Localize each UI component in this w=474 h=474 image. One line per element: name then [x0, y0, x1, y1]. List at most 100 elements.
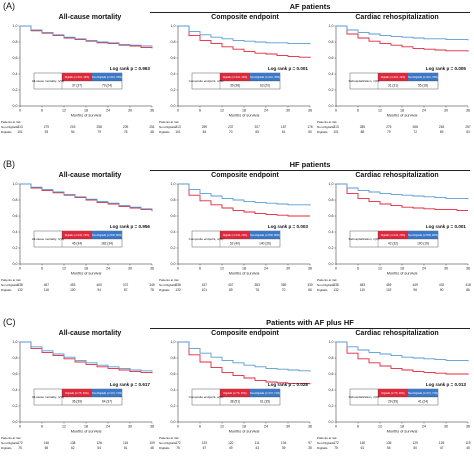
- km-chart: 0,0 0,2 0,4 0,6 0,8 1,0 0 6 12 18 24 30 36 Months of …: [0, 180, 158, 316]
- non-digitalis-value: 64 (37): [102, 400, 112, 404]
- risk-row-label: Non-Digitalis: [317, 283, 335, 287]
- x-tick-label: 18: [84, 425, 88, 429]
- x-tick-label: 30: [286, 109, 290, 113]
- risk-row-label: Digitalis: [317, 446, 328, 450]
- risk-count: 268: [413, 125, 419, 129]
- y-tick-label: 1,0: [13, 24, 18, 28]
- risk-count: 538: [333, 283, 339, 287]
- y-tick-label: 0,0: [13, 104, 18, 108]
- x-tick-label: 18: [242, 109, 246, 113]
- risk-table-title: Patients at risk: [317, 436, 337, 440]
- risk-count: 101: [333, 130, 339, 134]
- non-digitalis-value: 55 (18): [418, 84, 428, 88]
- risk-count: 257: [465, 125, 471, 129]
- risk-count: 79: [97, 130, 101, 134]
- risk-count: 54: [387, 446, 391, 450]
- x-tick-label: 24: [264, 425, 268, 429]
- y-tick-label: 0,6: [171, 56, 176, 60]
- x-tick-label: 12: [62, 425, 66, 429]
- risk-count: 138: [70, 441, 76, 445]
- risk-count: 126: [97, 441, 103, 445]
- risk-count: 372: [123, 283, 129, 287]
- x-tick-label: 12: [378, 267, 382, 271]
- risk-count: 75: [334, 446, 338, 450]
- risk-count: 285: [360, 125, 366, 129]
- table-row-label: Composite endpoint, n(%): [189, 395, 224, 399]
- x-tick-label: 36: [150, 425, 154, 429]
- km-chart: 0,0 0,2 0,4 0,6 0,8 1,0 0 6 12 18 24 30 36 Months of …: [158, 180, 316, 316]
- y-tick-label: 0,6: [329, 214, 334, 218]
- digitalis-value: 45 (34): [72, 242, 82, 246]
- risk-count: 172: [333, 441, 339, 445]
- x-tick-label: 0: [177, 109, 179, 113]
- risk-count: 65: [45, 446, 49, 450]
- y-tick-label: 0,4: [171, 388, 176, 392]
- risk-table-title: Patients at risk: [1, 436, 21, 440]
- x-tick-label: 6: [41, 425, 43, 429]
- table-row-label: Rehospitalization, n(%): [349, 237, 380, 241]
- risk-count: 129: [413, 441, 419, 445]
- y-tick-label: 0,8: [13, 198, 18, 202]
- digitalis-curve: [178, 26, 310, 58]
- x-tick-label: 24: [422, 267, 426, 271]
- x-axis-label: Months of survival: [387, 114, 418, 118]
- digitalis-header: Digitalis (n=101, 32%): [381, 76, 406, 79]
- risk-count: 119: [465, 441, 470, 445]
- risk-count: 54: [97, 446, 101, 450]
- section-title: AF patients: [150, 2, 470, 11]
- risk-count: 313: [333, 125, 339, 129]
- x-tick-label: 0: [19, 425, 21, 429]
- digitalis-value: 42 (32): [388, 242, 398, 246]
- risk-count: 63: [466, 130, 470, 134]
- x-tick-label: 24: [264, 267, 268, 271]
- x-tick-label: 24: [264, 109, 268, 113]
- risk-count: 136: [386, 441, 392, 445]
- section-af: (A) AF patients All-cause mortality Comp…: [0, 0, 474, 158]
- y-tick-label: 0,8: [329, 40, 334, 44]
- risk-count: 61: [282, 130, 286, 134]
- digitalis-header: Digitalis (n=132, 20%): [65, 234, 90, 237]
- risk-table-title: Patients at risk: [317, 120, 337, 124]
- km-chart: 0,0 0,2 0,4 0,6 0,8 1,0 0 6 12 18 24 30 36 Months of …: [158, 338, 316, 474]
- risk-count: 88: [361, 130, 365, 134]
- y-tick-label: 0,2: [171, 246, 176, 250]
- risk-row-label: Non-Digitalis: [1, 441, 19, 445]
- y-tick-label: 1,0: [329, 340, 334, 344]
- risk-count: 345: [149, 283, 155, 287]
- non-digitalis-header: Non-Digitalis (n=172, 71%): [92, 392, 122, 395]
- x-tick-label: 30: [128, 425, 132, 429]
- risk-count: 259: [202, 125, 208, 129]
- logrank-label: Log rank p = 0.617: [110, 382, 151, 387]
- section-divider: [150, 328, 470, 329]
- risk-count: 449: [413, 283, 419, 287]
- risk-count: 109: [149, 441, 155, 445]
- y-tick-label: 0,0: [13, 262, 18, 266]
- digitalis-header: Digitalis (n=75, 30%): [223, 392, 246, 395]
- x-axis-label: Months of survival: [387, 430, 418, 434]
- risk-count: 120: [228, 441, 234, 445]
- x-tick-label: 30: [286, 267, 290, 271]
- risk-row-label: Digitalis: [159, 446, 170, 450]
- x-tick-label: 12: [378, 425, 382, 429]
- y-tick-label: 0,0: [171, 420, 176, 424]
- y-tick-label: 0,2: [13, 246, 18, 250]
- risk-count: 359: [281, 283, 287, 287]
- x-tick-label: 6: [357, 109, 359, 113]
- risk-count: 104: [281, 441, 287, 445]
- risk-count: 75: [176, 446, 180, 450]
- risk-count: 86: [466, 288, 470, 292]
- risk-table-title: Patients at risk: [1, 120, 21, 124]
- x-tick-label: 12: [378, 109, 382, 113]
- risk-count: 407: [228, 283, 234, 287]
- panel-title: All-cause mortality: [15, 330, 165, 337]
- section-hf: (B) HF patients All-cause mortality Comp…: [0, 158, 474, 316]
- x-tick-label: 0: [177, 425, 179, 429]
- risk-count: 172: [17, 441, 23, 445]
- y-tick-label: 0,8: [329, 356, 334, 360]
- risk-count: 538: [175, 283, 181, 287]
- x-axis-label: Months of survival: [71, 272, 102, 276]
- km-chart: 0,0 0,2 0,4 0,6 0,8 1,0 0 6 12 18 24 30 36 Months of …: [158, 22, 316, 158]
- risk-count: 101: [17, 130, 23, 134]
- table-row-label: Composite endpoint, n(%): [189, 79, 224, 83]
- km-chart: 0,0 0,2 0,4 0,6 0,8 1,0 0 6 12 18 24 30 36 Months of …: [0, 338, 158, 474]
